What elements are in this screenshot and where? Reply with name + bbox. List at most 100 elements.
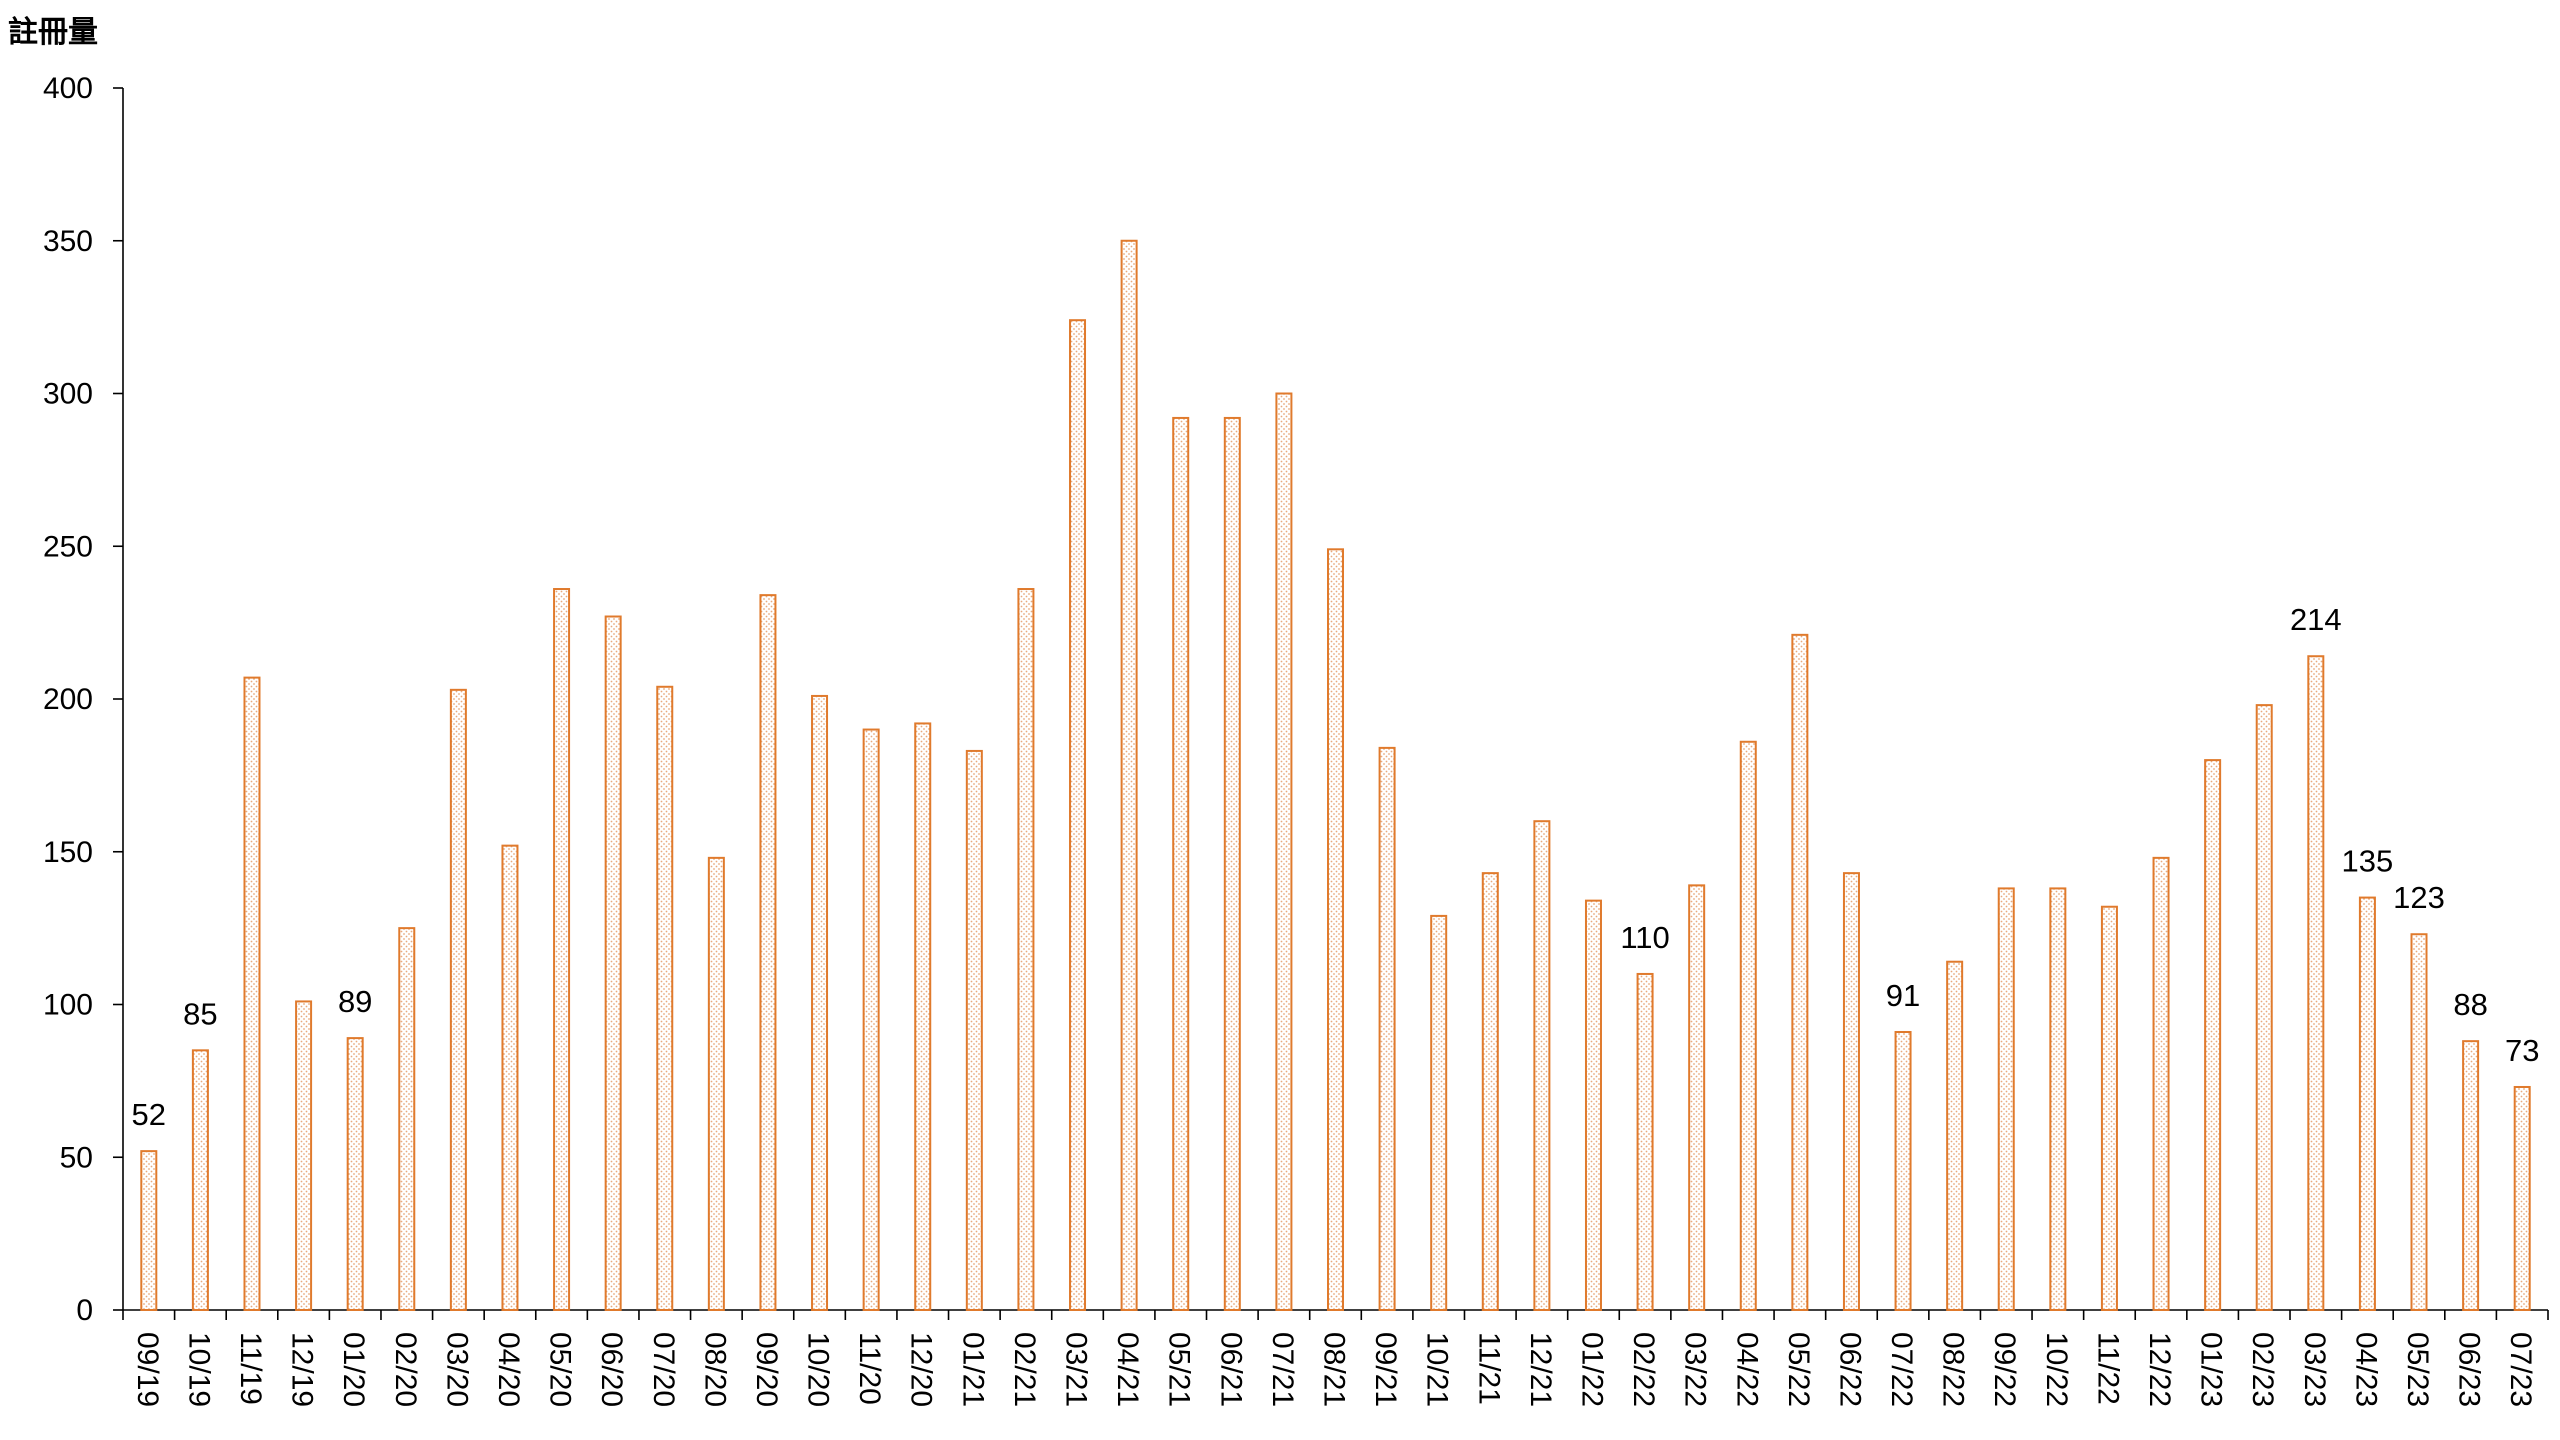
x-tick-label: 06/21 <box>1214 1332 1247 1407</box>
bar-08-22 <box>1946 960 1964 1311</box>
x-tick-label: 02/23 <box>2246 1332 2279 1407</box>
x-tick-label: 06/23 <box>2453 1332 2486 1407</box>
x-tick-label: 04/20 <box>492 1332 525 1407</box>
x-tick-label: 05/22 <box>1782 1332 1815 1407</box>
bar-11-20 <box>862 728 880 1311</box>
bar-07-23 <box>2513 1085 2531 1311</box>
y-tick-label: 200 <box>43 683 93 716</box>
bar-12-22 <box>2152 856 2170 1311</box>
data-label: 214 <box>2290 602 2342 637</box>
bar-05-22 <box>1791 633 1809 1311</box>
bar-06-21 <box>1223 416 1241 1311</box>
bar-06-20 <box>604 615 622 1311</box>
x-tick-label: 10/22 <box>2040 1332 2073 1407</box>
x-tick-label: 11/22 <box>2091 1332 2124 1405</box>
x-tick-label: 01/22 <box>1575 1332 1608 1407</box>
bar-09-22 <box>1997 887 2015 1311</box>
x-tick-label: 10/21 <box>1421 1332 1454 1407</box>
bar-07-22 <box>1894 1030 1912 1311</box>
data-label: 89 <box>338 984 372 1019</box>
x-tick-label: 09/20 <box>750 1332 783 1407</box>
bar-10-21 <box>1430 914 1448 1312</box>
x-tick-label: 01/21 <box>956 1332 989 1407</box>
x-tick-label: 11/21 <box>1472 1332 1505 1405</box>
y-axis-label: 註冊量 <box>8 15 98 50</box>
x-tick-label: 02/20 <box>389 1332 422 1407</box>
bar-09-21 <box>1378 746 1396 1311</box>
bar-01-23 <box>2204 759 2222 1311</box>
bar-04-20 <box>501 844 519 1311</box>
y-tick-label: 350 <box>43 225 93 258</box>
axes: 0 50 100 150 200 250 300 350 400 09/19 10/19 11/19 1… <box>43 72 2549 1407</box>
x-tick-label: 05/23 <box>2401 1332 2434 1407</box>
bar-02-23 <box>2255 704 2273 1311</box>
x-tick-label: 12/22 <box>2143 1332 2176 1407</box>
bar-05-21 <box>1172 416 1190 1311</box>
bar-01-21 <box>965 749 983 1311</box>
bar-12-20 <box>914 722 932 1311</box>
x-tick-label: 04/23 <box>2349 1332 2382 1407</box>
bar-11-19 <box>243 676 261 1311</box>
data-label: 110 <box>1620 920 1669 955</box>
bar-04-21 <box>1120 239 1138 1311</box>
bar-03-21 <box>1069 319 1087 1311</box>
bar-03-23 <box>2307 655 2325 1311</box>
bar-02-21 <box>1017 588 1035 1311</box>
y-tick-label: 0 <box>76 1294 93 1327</box>
bar-10-19 <box>191 1049 209 1311</box>
bar-01-22 <box>1584 899 1602 1311</box>
x-tick-label: 08/22 <box>1937 1332 1970 1407</box>
x-tick-label: 03/22 <box>1679 1332 1712 1407</box>
x-tick-label: 02/22 <box>1627 1332 1660 1407</box>
data-label: 123 <box>2393 880 2445 915</box>
bar-12-21 <box>1533 820 1551 1311</box>
x-tick-label: 12/19 <box>286 1332 319 1407</box>
y-tick-label: 250 <box>43 530 93 563</box>
bar-07-20 <box>656 685 674 1311</box>
bar-01-20 <box>346 1037 364 1311</box>
bar-05-20 <box>553 588 571 1311</box>
data-label: 88 <box>2453 987 2487 1022</box>
bar-04-22 <box>1739 740 1757 1311</box>
bars <box>140 239 2531 1312</box>
x-tick-label: 07/23 <box>2504 1332 2537 1407</box>
x-tick-label: 11/19 <box>234 1332 267 1405</box>
x-tick-label: 03/23 <box>2298 1332 2331 1407</box>
data-label: 91 <box>1886 978 1920 1013</box>
data-label: 73 <box>2505 1033 2539 1068</box>
x-tick-label: 04/22 <box>1730 1332 1763 1407</box>
bar-12-19 <box>295 1000 313 1311</box>
x-tick-label: 10/20 <box>802 1332 835 1407</box>
bar-09-20 <box>759 594 777 1311</box>
bar-02-20 <box>398 927 416 1311</box>
bar-06-22 <box>1842 872 1860 1311</box>
x-tick-label: 04/21 <box>1111 1332 1144 1407</box>
x-tick-label: 06/22 <box>1833 1332 1866 1407</box>
x-tick-label: 08/21 <box>1318 1332 1351 1407</box>
x-tick-label: 12/21 <box>1524 1332 1557 1407</box>
x-tick-label: 09/22 <box>1988 1332 2021 1407</box>
x-tick-label: 03/20 <box>440 1332 473 1407</box>
x-tick-label: 05/21 <box>1163 1332 1196 1407</box>
x-tick-label: 11/20 <box>853 1332 886 1405</box>
x-tick-label: 07/20 <box>647 1332 680 1407</box>
bar-04-23 <box>2358 896 2376 1311</box>
bar-10-20 <box>811 694 829 1311</box>
data-label: 85 <box>183 996 217 1031</box>
data-label: 52 <box>132 1097 166 1132</box>
bar-02-22 <box>1636 972 1654 1311</box>
y-tick-label: 400 <box>43 72 93 105</box>
bar-08-20 <box>707 856 725 1311</box>
bar-06-23 <box>2462 1040 2480 1312</box>
x-tick-label: 01/20 <box>337 1332 370 1407</box>
y-tick-label: 50 <box>60 1141 93 1174</box>
bar-07-21 <box>1275 392 1293 1311</box>
x-tick-label: 09/19 <box>131 1332 164 1407</box>
x-tick-label: 03/21 <box>1060 1332 1093 1407</box>
x-tick-label: 06/20 <box>595 1332 628 1407</box>
y-tick-label: 300 <box>43 378 93 411</box>
bar-10-22 <box>2049 887 2067 1311</box>
y-tick-label: 100 <box>43 989 93 1022</box>
